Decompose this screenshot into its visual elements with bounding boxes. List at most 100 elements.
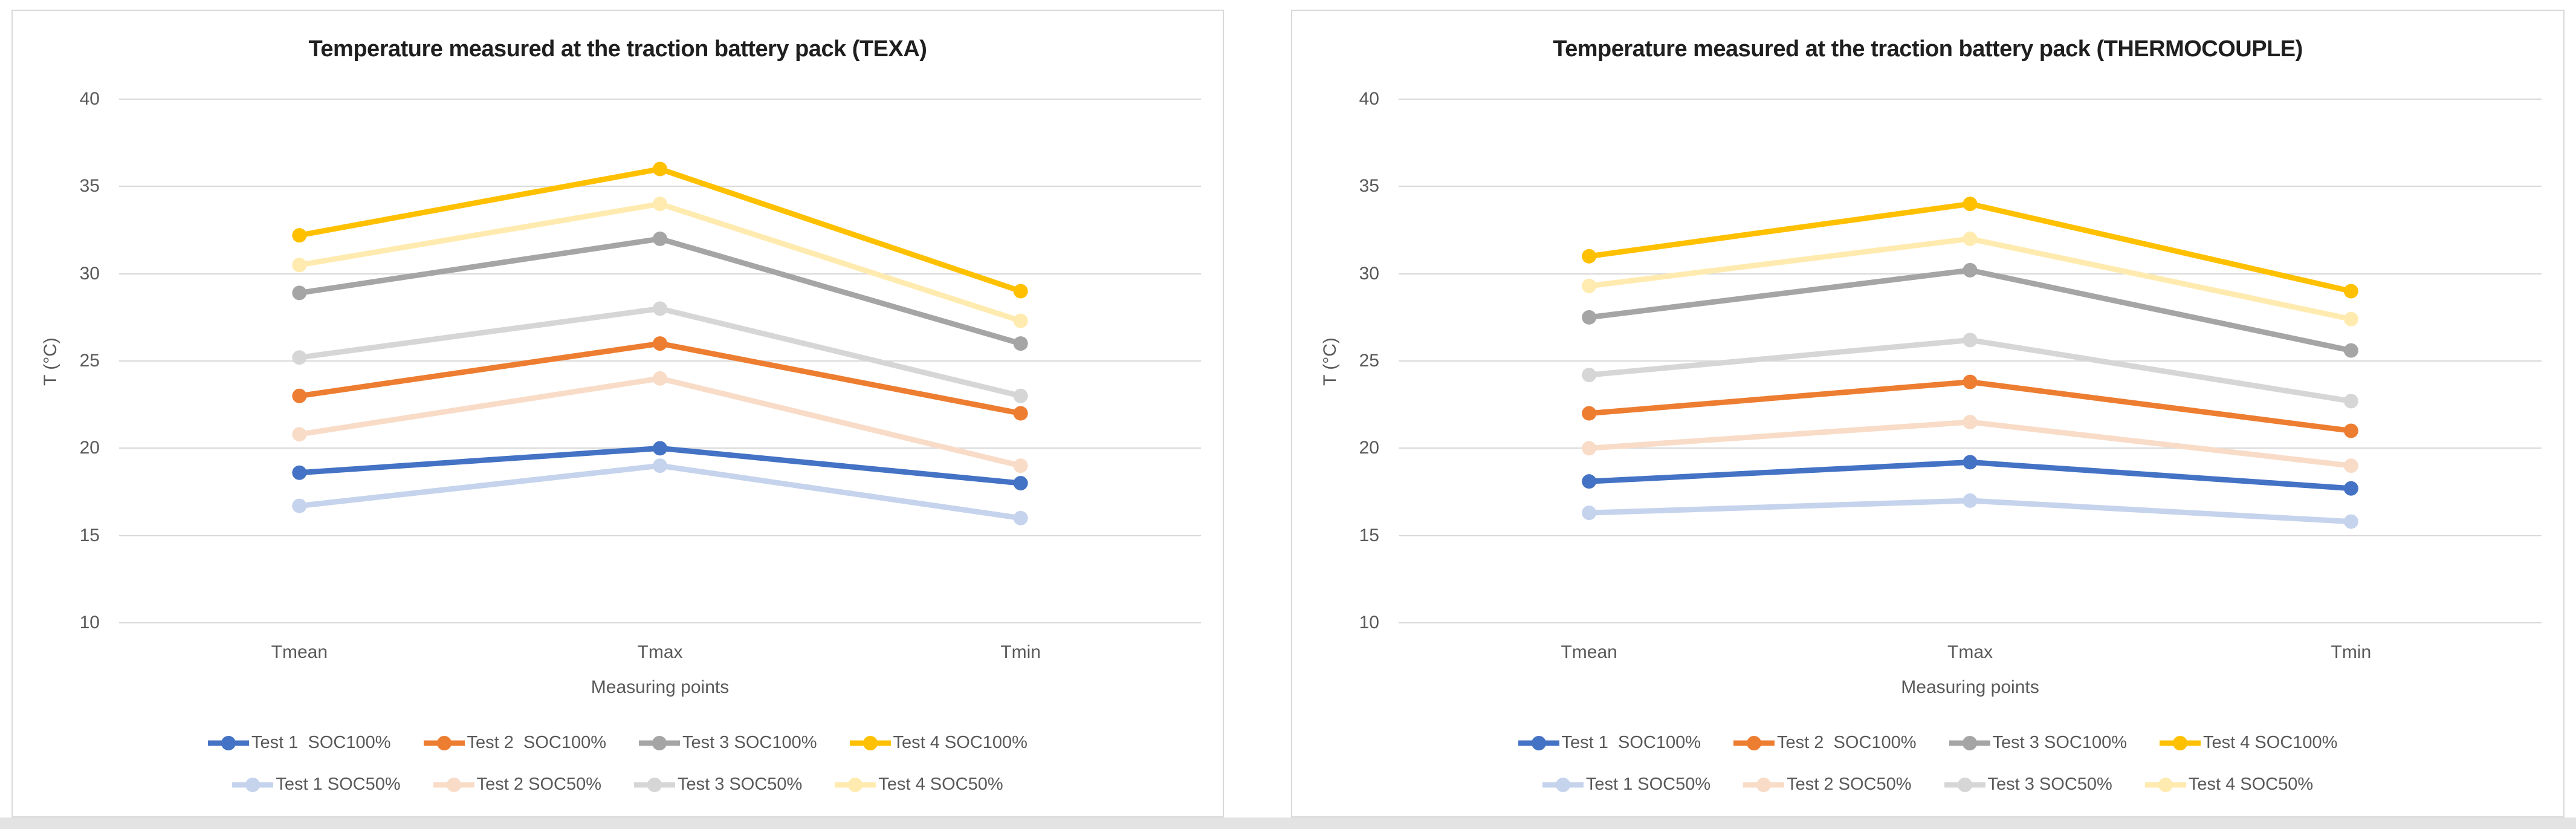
data-point-marker [1013,313,1028,328]
legend-series-marker-icon [2144,777,2186,792]
legend-label: Test 1 SOC100% [1561,733,1701,752]
legend-series-marker-icon [1733,735,1775,750]
data-point-marker [1013,406,1028,421]
gridline [1399,622,2542,623]
y-tick-label: 20 [1359,438,1379,458]
data-point-marker [1963,455,1978,470]
legend-series-marker-icon [232,777,274,792]
legend-series-marker-icon [2160,735,2201,750]
data-point-marker [653,441,667,456]
plot-area: T (°C) Measuring points 40 35 30 25 20 15 10 Tm… [40,90,1201,697]
y-tick-label: 25 [79,351,100,371]
legend-item: Test 3 SOC100% [1949,733,2127,753]
y-tick-label: 25 [1359,351,1379,371]
x-axis-title: Measuring points [1901,677,2039,697]
data-point-marker [653,231,667,246]
legend-label: Test 3 SOC100% [682,733,817,752]
data-point-marker [2343,343,2358,358]
legend-label: Test 4 SOC50% [2188,775,2314,794]
chart-card-thermocouple: Temperature measured at the traction bat… [1291,10,2565,818]
x-tick-label: Tmean [1561,642,1617,662]
data-point-marker [1013,388,1028,403]
data-point-marker [2343,394,2358,409]
data-point-marker [1013,476,1028,491]
gridline [119,186,1201,187]
gridline [119,622,1201,623]
data-point-marker [1582,441,1597,456]
legend-series-marker-icon [634,777,675,792]
data-point-marker [292,228,307,243]
legend-item: Test 4 SOC100% [2160,733,2337,753]
plot-area: T (°C) Measuring points 40 35 30 25 20 15 10 Tm… [1320,90,2542,697]
gridline [119,535,1201,536]
legend-item: Test 3 SOC50% [1944,775,2112,795]
legend-item: Test 3 SOC100% [639,733,817,753]
y-tick-label: 15 [79,525,100,545]
legend-series-marker-icon [208,735,250,750]
gridline [1399,360,2542,362]
gridline [1399,99,2542,100]
legend-label: Test 4 SOC50% [878,775,1003,794]
legend-label: Test 1 SOC50% [276,775,401,794]
legend-label: Test 2 SOC50% [476,775,601,794]
data-point-marker [1963,197,1978,212]
legend-item: Test 3 SOC50% [634,775,802,795]
data-point-marker [653,161,667,177]
legend-label: Test 4 SOC100% [893,733,1027,752]
data-point-marker [653,371,667,386]
series-line [299,166,1022,294]
legend-item: Test 1 SOC50% [1542,775,1710,795]
legend-series-marker-icon [1743,777,1785,792]
data-point-marker [292,388,307,403]
data-point-marker [2343,514,2358,529]
y-tick-label: 40 [79,89,100,109]
data-point-marker [653,197,667,212]
legend-item: Test 2 SOC50% [433,775,601,795]
legend-series-marker-icon [849,735,891,750]
legend-label: Test 2 SOC100% [1777,733,1917,752]
data-point-marker [292,350,307,365]
x-tick-label: Tmin [1000,642,1041,662]
legend-item: Test 4 SOC50% [835,775,1003,795]
legend-series-marker-icon [423,735,465,750]
data-point-marker [1582,249,1597,264]
legend-item: Test 2 SOC50% [1743,775,1912,795]
gridline [119,360,1201,362]
chart-legend: Test 1 SOC100% Test 2 SOC100% Test 3 SOC10… [1292,733,2563,795]
legend-item: Test 2 SOC100% [423,733,607,753]
y-tick-label: 30 [1359,263,1379,284]
legend-label: Test 2 SOC100% [467,733,607,752]
legend-row: Test 1 SOC100% Test 2 SOC100% Test 3 SOC10… [208,733,1027,753]
legend-label: Test 4 SOC100% [2203,733,2338,752]
legend-label: Test 3 SOC50% [678,775,803,794]
data-point-marker [292,465,307,480]
data-point-marker [292,498,307,513]
legend-series-marker-icon [1542,777,1584,792]
data-point-marker [2343,284,2358,299]
data-point-marker [1582,506,1597,521]
chart-legend: Test 1 SOC100% Test 2 SOC100% Test 3 SOC10… [13,733,1223,795]
legend-item: Test 1 SOC50% [232,775,401,795]
legend-row: Test 1 SOC100% Test 2 SOC100% Test 3 SOC10… [1518,733,2337,753]
data-point-marker [1013,510,1028,525]
legend-series-marker-icon [639,735,681,750]
y-tick-label: 40 [1359,89,1379,109]
legend-label: Test 2 SOC50% [1787,775,1912,794]
chart-title: Temperature measured at the traction bat… [1553,36,2303,62]
data-point-marker [1013,284,1028,299]
x-tick-label: Tmin [2331,642,2372,662]
legend-label: Test 1 SOC50% [1585,775,1711,794]
data-point-marker [1013,336,1028,351]
x-tick-label: Tmax [1947,642,1993,662]
x-axis-title: Measuring points [591,677,730,697]
y-tick-label: 35 [1359,176,1379,197]
legend-series-marker-icon [1518,735,1559,750]
y-tick-label: 15 [1359,525,1379,545]
x-tick-label: Tmean [271,642,328,662]
data-point-marker [1963,374,1978,389]
chart-card-texa: Temperature measured at the traction bat… [11,10,1224,818]
series-plot-svg [1582,197,2358,529]
legend-row: Test 1 SOC50% Test 2 SOC50% Test 3 SOC50% T… [1542,775,2313,795]
y-tick-label: 35 [79,176,100,197]
legend-item: Test 1 SOC100% [1518,733,1701,753]
